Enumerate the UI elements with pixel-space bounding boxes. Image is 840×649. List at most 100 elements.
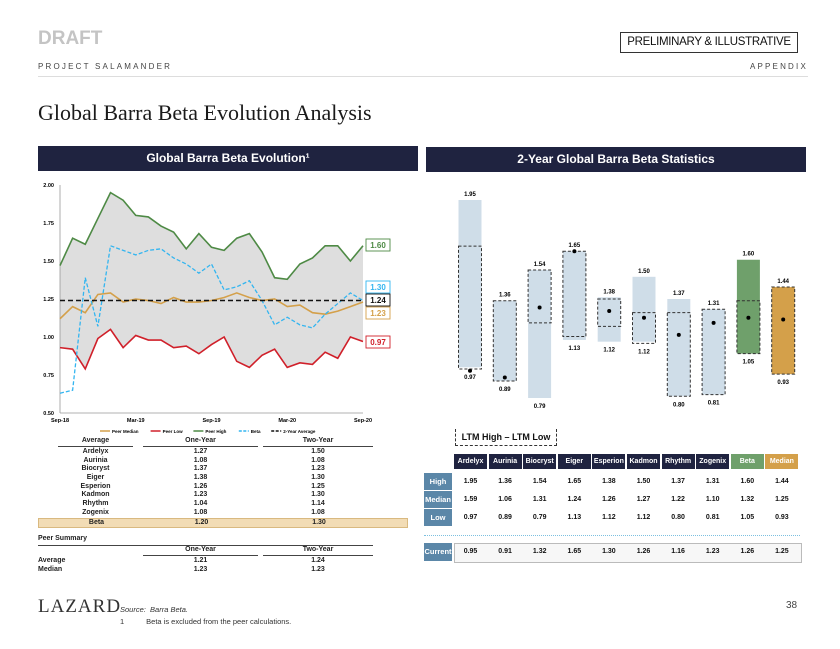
current-row-box <box>454 543 802 563</box>
table-row: Esperion 1.26 1.25 <box>38 483 408 492</box>
summary-row: Median 1.23 1.23 <box>38 566 408 575</box>
ltm-range-box <box>597 298 622 327</box>
table-row: Eiger 1.38 1.30 <box>38 474 408 483</box>
cell: Rhythm <box>82 500 109 508</box>
page-number: 38 <box>786 600 798 611</box>
table-row: Kadmon 1.23 1.30 <box>38 491 408 500</box>
table-cell: 1.16 <box>671 548 685 555</box>
current-beta-dot <box>537 305 542 310</box>
table-row: Aurinia 1.08 1.08 <box>38 457 408 466</box>
table-cell: 1.65 <box>567 548 582 555</box>
y-tick-label: 0.50 <box>43 411 54 417</box>
table-row: Biocryst 1.37 1.23 <box>38 465 408 474</box>
table-cell: 1.27 <box>636 496 651 503</box>
footnote: 1 Beta is excluded from the peer calculat… <box>120 617 291 626</box>
column-header: Beta <box>730 454 764 469</box>
cell: Two-Year <box>263 546 373 556</box>
table-cell: 1.25 <box>775 548 789 555</box>
ltm-range-box <box>666 312 691 397</box>
cell: Biocryst <box>81 465 110 473</box>
current-beta-dot <box>502 375 507 380</box>
row-label: Current <box>424 543 452 561</box>
table-cell: 1.26 <box>636 548 651 555</box>
high-label: 1.60 <box>743 252 755 258</box>
column-header: Aurinia <box>488 454 522 469</box>
table-row: Beta 1.20 1.30 <box>38 517 408 529</box>
low-label: 1.12 <box>638 349 650 355</box>
cell: Beta <box>88 518 105 526</box>
end-label-box <box>365 280 391 294</box>
table-cell: 0.97 <box>463 514 478 521</box>
row-label: High <box>424 473 452 490</box>
table-cell: 1.44 <box>775 478 789 485</box>
current-beta-dot <box>781 317 786 322</box>
cell: 1.30 <box>312 518 326 526</box>
table-cell: 1.54 <box>532 478 547 485</box>
source-label: Source: <box>120 605 146 614</box>
table-cell: 0.81 <box>705 514 720 521</box>
table-cell: 1.32 <box>532 548 547 555</box>
cell: 1.27 <box>193 448 208 455</box>
two-year-range-bar <box>632 276 656 342</box>
y-tick-label: 1.25 <box>43 297 54 303</box>
header-divider <box>38 76 808 77</box>
current-beta-dot <box>676 332 681 337</box>
cell: 1.30 <box>311 474 325 482</box>
legend-label: 2-Year Average <box>283 429 316 434</box>
y-tick-label: 2.00 <box>43 183 54 189</box>
beta-range-chart: 1.95 0.97 1.36 0.89 1.54 0.79 1.65 1.13 1.38 1.12… <box>458 192 796 410</box>
ltm-range-box <box>632 312 656 344</box>
high-label: 1.38 <box>603 289 615 295</box>
cell: 1.08 <box>311 508 325 516</box>
cell: Zogenix <box>82 508 109 516</box>
table-cell: 1.13 <box>567 514 582 521</box>
row-label: Low <box>424 509 452 526</box>
table-cell: 1.23 <box>705 548 720 555</box>
column-header: Kadmon <box>627 454 660 469</box>
low-label: 1.12 <box>603 348 615 354</box>
legend-label: Peer High <box>205 429 226 434</box>
table-row: Ardelyx 1.27 1.50 <box>38 448 408 457</box>
y-tick-label: 1.00 <box>43 335 54 341</box>
cell: 1.37 <box>193 465 208 473</box>
cell: 1.50 <box>311 448 325 455</box>
high-label: 1.95 <box>464 192 476 198</box>
project-name: PROJECT SALAMANDER <box>38 62 173 71</box>
cell: 1.26 <box>193 482 208 490</box>
table-cell: 1.36 <box>498 478 512 485</box>
cell: 1.23 <box>193 491 208 499</box>
cell: 1.23 <box>193 565 208 573</box>
cell: One-Year <box>143 437 258 447</box>
table-cell: 1.12 <box>636 514 651 521</box>
end-label-box <box>365 306 391 320</box>
column-header: Median <box>765 454 799 469</box>
legend-label: Beta <box>251 429 261 434</box>
end-label: 1.30 <box>370 283 386 292</box>
table-cell: 0.89 <box>498 514 512 521</box>
cell: 1.08 <box>193 508 208 516</box>
x-tick-label: Mar-19 <box>127 418 145 424</box>
current-beta-dot <box>607 308 612 313</box>
table-cell: 1.05 <box>740 514 755 521</box>
ltm-range-box <box>527 269 552 324</box>
column-header: Rhythm <box>661 454 695 469</box>
legend-label: Peer Median <box>112 429 139 434</box>
page-title: Global Barra Beta Evolution Analysis <box>38 100 372 125</box>
cell: Esperion <box>80 482 111 490</box>
low-label: 0.80 <box>673 402 685 408</box>
two-year-range-bar <box>562 251 586 340</box>
table-cell: 1.25 <box>775 496 789 503</box>
table-cell: 1.24 <box>567 496 582 503</box>
two-year-range-bar <box>493 300 517 381</box>
cell: 1.21 <box>193 557 208 565</box>
cell: Two-Year <box>263 437 373 447</box>
table-cell: 1.30 <box>602 548 616 555</box>
table-cell: 1.59 <box>463 496 478 503</box>
end-label-box <box>365 293 391 307</box>
ltm-range-box <box>736 300 761 355</box>
footnote-text: Beta is excluded from the peer calculati… <box>146 617 292 626</box>
end-label: 1.60 <box>370 241 386 250</box>
table-cell: 1.37 <box>671 478 685 485</box>
cell: 1.08 <box>311 456 325 464</box>
